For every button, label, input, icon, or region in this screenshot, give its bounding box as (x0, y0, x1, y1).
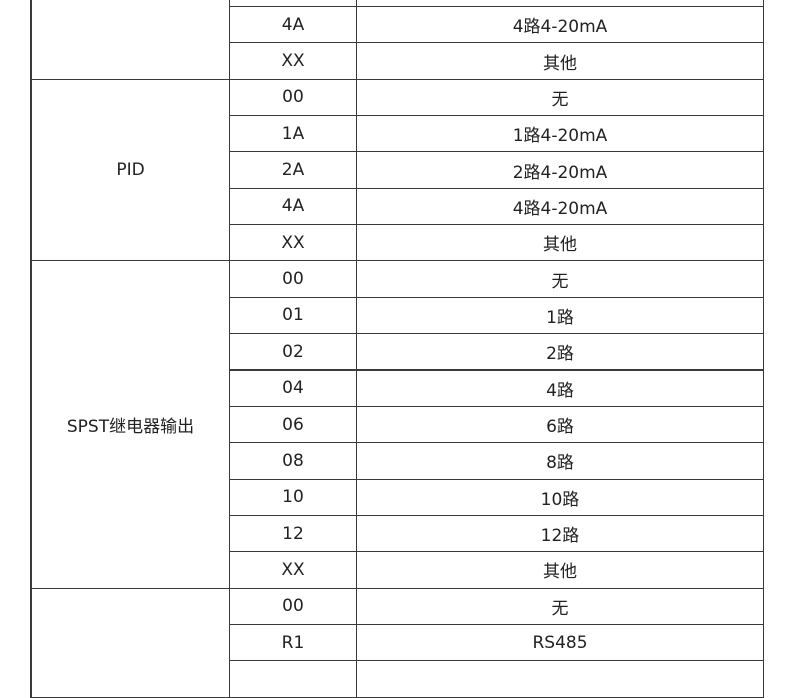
group-label-cell: PID (30, 78, 230, 262)
code-cell: XX (229, 224, 357, 262)
description-cell (356, 660, 764, 698)
description-cell: 其他 (356, 551, 764, 589)
description-cell: 8路 (356, 442, 764, 480)
description-cell: 无 (356, 78, 764, 117)
description-cell: 4路4-20mA (356, 6, 764, 44)
description-cell: 4路4-20mA (356, 187, 764, 226)
group-label-cell: SPST继电器输出 (30, 260, 230, 589)
code-cell: 08 (229, 442, 357, 480)
description-cell: RS485 (356, 623, 764, 662)
code-cell: 1A (229, 115, 357, 153)
code-cell: 00 (229, 78, 357, 117)
code-cell (229, 660, 357, 698)
description-cell: 无 (356, 260, 764, 298)
code-cell: 04 (229, 369, 357, 407)
code-cell: 02 (229, 333, 357, 371)
code-cell: XX (229, 551, 357, 589)
description-cell: 1路4-20mA (356, 115, 764, 153)
description-cell: 4路 (356, 369, 764, 407)
description-cell: 2路4-20mA (356, 151, 764, 189)
spec-table: 4A 4路4-20mA XX 其他 PID 00 无 1A 1路4-20mA 2A 2路4-20mA… (30, 0, 764, 698)
description-cell: 10路 (356, 478, 764, 516)
description-cell: 其他 (356, 224, 764, 262)
group-label-cell (30, 587, 230, 698)
code-cell: 00 (229, 260, 357, 298)
description-cell: 2路 (356, 333, 764, 371)
description-cell: 6路 (356, 405, 764, 444)
code-cell: 2A (229, 151, 357, 189)
description-cell: 12路 (356, 514, 764, 553)
code-cell: 4A (229, 6, 357, 44)
description-cell: 无 (356, 587, 764, 625)
group-label-cell (30, 0, 230, 80)
code-cell: R1 (229, 623, 357, 662)
code-cell: 00 (229, 587, 357, 625)
code-cell: 06 (229, 405, 357, 444)
code-cell: XX (229, 42, 357, 80)
description-cell: 其他 (356, 42, 764, 80)
code-cell: 4A (229, 187, 357, 226)
code-cell: 12 (229, 514, 357, 553)
code-cell: 01 (229, 296, 357, 335)
description-cell: 1路 (356, 296, 764, 335)
code-cell: 10 (229, 478, 357, 516)
